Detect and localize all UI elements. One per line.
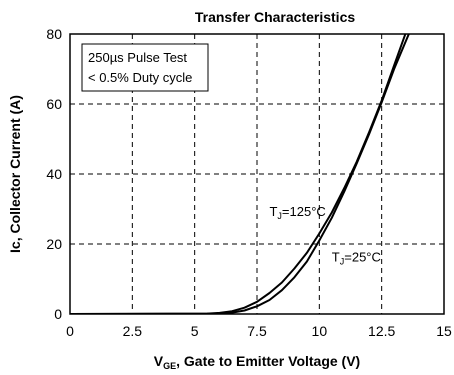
series-labels: TJ=125°C TJ=25°C — [269, 204, 380, 267]
y-axis-label: Ic, Collector Current (A) — [7, 95, 23, 253]
x-tick-label: 0 — [66, 323, 74, 339]
chart-title: Transfer Characteristics — [195, 9, 356, 25]
test-conditions-line-2: < 0.5% Duty cycle — [88, 70, 192, 85]
series-label-tj-125c: TJ=125°C — [269, 204, 325, 221]
series-label-tj-25c: TJ=25°C — [332, 250, 381, 267]
y-tick-label: 80 — [46, 26, 62, 42]
x-axis-label-symbol: V — [154, 353, 164, 369]
x-tick-label: 15 — [436, 323, 452, 339]
curves — [70, 34, 410, 314]
test-conditions-box: 250µs Pulse Test < 0.5% Duty cycle — [81, 43, 209, 92]
x-axis-label-text: , Gate to Emitter Voltage (V) — [176, 353, 360, 369]
y-tick-label: 40 — [46, 166, 62, 182]
x-axis-label: VGE, Gate to Emitter Voltage (V) — [154, 353, 360, 371]
y-tick-label: 20 — [46, 236, 62, 252]
tick-labels: 0 2.5 5 7.5 10 12.5 15 0 20 40 60 80 — [46, 26, 452, 339]
x-tick-label: 2.5 — [123, 323, 143, 339]
x-axis-label-subscript: GE — [163, 361, 176, 371]
plot-frame — [69, 33, 445, 315]
test-conditions-line-1: 250µs Pulse Test — [88, 50, 187, 65]
x-tick-label: 12.5 — [368, 323, 395, 339]
y-tick-label: 0 — [54, 306, 62, 322]
series-line-tj-25c — [70, 34, 410, 314]
x-tick-label: 7.5 — [247, 323, 267, 339]
test-conditions-frame — [81, 43, 209, 92]
y-tick-label: 60 — [46, 96, 62, 112]
x-tick-label: 10 — [312, 323, 328, 339]
x-tick-label: 5 — [191, 323, 199, 339]
